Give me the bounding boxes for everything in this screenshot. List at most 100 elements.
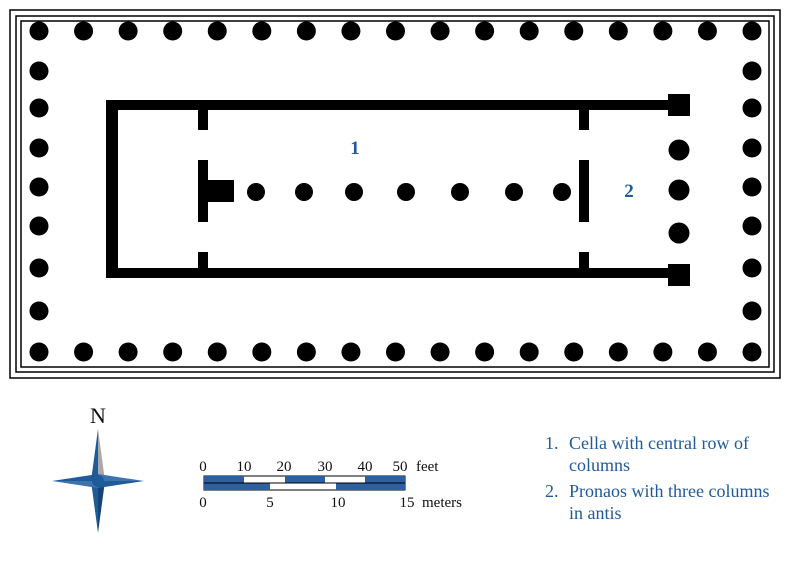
anta-north <box>668 94 690 116</box>
scale-meter-seg-3 <box>336 483 405 490</box>
peristyle-column <box>29 258 49 278</box>
peristyle-column <box>430 21 450 41</box>
peristyle-column <box>296 342 316 362</box>
compass-rose: N <box>52 403 144 533</box>
peristyle-column <box>475 21 495 41</box>
peristyle-column <box>207 21 227 41</box>
peristyle-column <box>74 21 94 41</box>
peristyle-column <box>608 21 628 41</box>
interior-column <box>345 183 363 201</box>
peristyle-column <box>475 342 495 362</box>
scale-meter-tick-5: 5 <box>266 495 274 511</box>
scale-meter-tick-15: 15 <box>400 495 415 511</box>
interior-column <box>397 183 415 201</box>
pronaos-columns-in-antis <box>668 139 690 244</box>
interior-column <box>451 183 469 201</box>
peristyle-column <box>519 342 539 362</box>
peristyle-column <box>742 98 762 118</box>
pronaos-label: 2 <box>624 181 634 202</box>
peristyle-column <box>29 301 49 321</box>
scale-feet-tick-0: 0 <box>199 459 207 475</box>
pronaos-column <box>668 222 690 244</box>
cella-central-columns <box>247 183 571 201</box>
legend-text: Cella with central row of columns <box>569 433 749 475</box>
peristyle-column <box>29 138 49 158</box>
interior-column <box>505 183 523 201</box>
south-wall <box>106 268 672 278</box>
peristyle-column <box>118 342 138 362</box>
peristyle-column <box>29 61 49 81</box>
interior-column <box>247 183 265 201</box>
interior-column <box>553 183 571 201</box>
peristyle-column <box>252 342 272 362</box>
scale-feet-tick-10: 10 <box>237 459 252 475</box>
peristyle-column <box>430 342 450 362</box>
west-cross-wall-center <box>198 160 208 222</box>
peristyle-column <box>386 21 405 41</box>
west-cross-wall-south <box>198 252 208 268</box>
peristyle-column <box>742 301 762 321</box>
peristyle-column <box>742 61 762 81</box>
peristyle-column <box>742 177 762 197</box>
peristyle-column <box>653 21 673 41</box>
peristyle-column <box>341 342 361 362</box>
legend-number: 2. <box>545 481 559 501</box>
peristyle-column <box>252 21 272 41</box>
scale-feet-tick-40: 40 <box>358 459 373 475</box>
anta-south <box>668 264 690 286</box>
peristyle-column <box>29 342 49 362</box>
peristyle-column <box>29 21 49 41</box>
east-cross-wall-south <box>579 252 589 268</box>
peristyle-column <box>341 21 361 41</box>
peristyle-column <box>653 342 673 362</box>
peristyle-column <box>118 21 138 41</box>
scale-meter-tick-0: 0 <box>199 495 207 511</box>
scale-feet-seg-1 <box>204 476 244 483</box>
peristyle-column <box>29 177 49 197</box>
peristyle-column <box>742 21 762 41</box>
scale-feet-unit: feet <box>416 459 439 475</box>
cella-walls <box>106 94 690 286</box>
stylobate-outer-line <box>9 9 781 379</box>
cella-label: 1 <box>350 138 360 159</box>
east-cross-wall-center <box>579 160 589 222</box>
legend-item-pronaos: 2. Pronaos with three columns in antis <box>545 480 785 524</box>
peristyle-column <box>163 21 183 41</box>
pronaos-column <box>668 139 690 161</box>
scale-feet-tick-20: 20 <box>277 459 292 475</box>
legend-item-cella: 1. Cella with central row of columns <box>545 432 785 476</box>
scale-bar: 0 10 20 30 40 50 feet 0 5 10 15 meters <box>199 459 462 511</box>
legend: 1. Cella with central row of columns 2. … <box>545 432 785 528</box>
compass-star-icon <box>52 429 144 533</box>
stylobate-middle-line <box>15 15 775 373</box>
peristyle-column <box>163 342 183 362</box>
north-label: N <box>90 403 106 428</box>
peristyle-column <box>742 138 762 158</box>
peristyle-column <box>697 21 717 41</box>
scale-feet-tick-30: 30 <box>318 459 333 475</box>
scale-feet-seg-5 <box>365 476 405 483</box>
peristyle-column <box>296 21 316 41</box>
west-wall <box>106 100 118 278</box>
peristyle-column <box>519 21 539 41</box>
peristyle-column <box>608 342 628 362</box>
peristyle-column <box>742 216 762 236</box>
peristyle-column <box>74 342 94 362</box>
peristyle-column <box>207 342 227 362</box>
peristyle-column <box>29 216 49 236</box>
north-wall <box>106 100 672 110</box>
interior-column <box>295 183 313 201</box>
peristyle-column <box>742 342 762 362</box>
peristyle-column <box>564 342 584 362</box>
peristyle-column <box>697 342 717 362</box>
scale-feet-seg-3 <box>285 476 325 483</box>
west-cross-wall-north <box>198 110 208 130</box>
legend-number: 1. <box>545 433 559 453</box>
scale-meter-seg-1 <box>204 483 270 490</box>
pronaos-column <box>668 179 690 201</box>
scale-meter-tick-10: 10 <box>331 495 346 511</box>
east-cross-wall-north <box>579 110 589 130</box>
peristyle-colonnade <box>29 21 762 362</box>
scale-meter-unit: meters <box>422 495 462 511</box>
